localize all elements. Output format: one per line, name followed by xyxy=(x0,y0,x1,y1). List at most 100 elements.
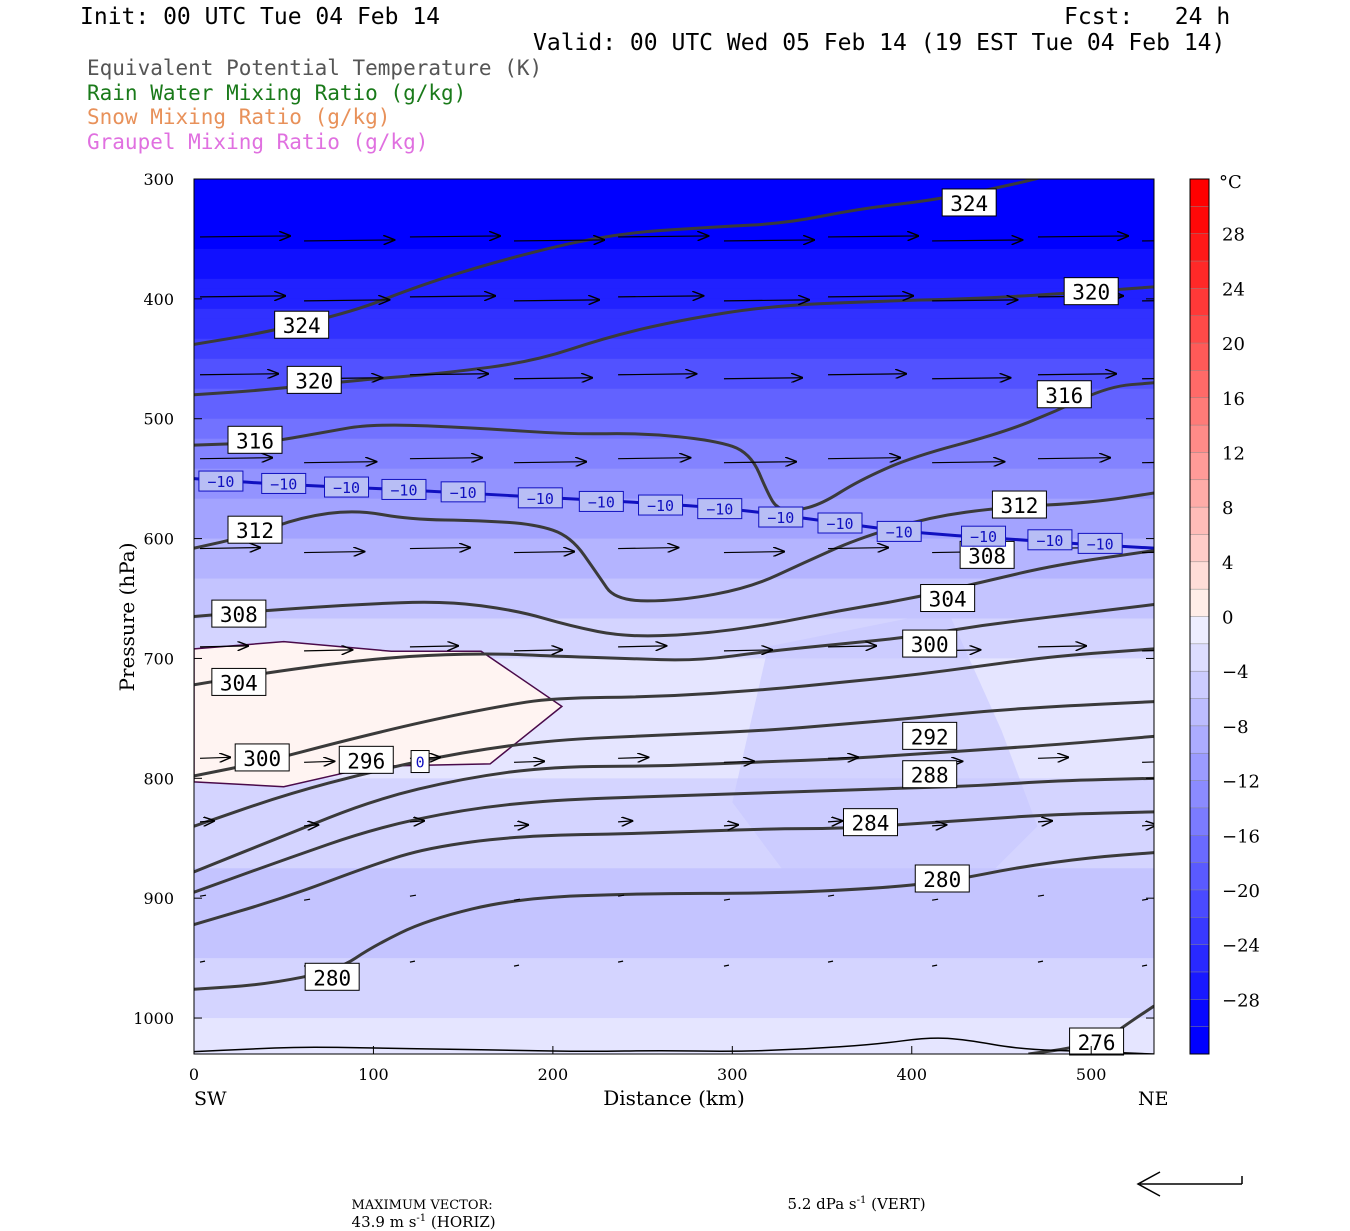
wind-vector xyxy=(932,462,1004,463)
wind-vector xyxy=(723,378,802,379)
colorbar-tick-label: −20 xyxy=(1222,881,1260,902)
contour-label-316: 316 xyxy=(1045,384,1083,408)
isotherm-label-minus10: −10 xyxy=(886,523,913,541)
contour-label-box xyxy=(211,667,267,696)
surface-line xyxy=(194,1037,1154,1054)
contour-label-276: 276 xyxy=(1078,1031,1116,1055)
wind-vector xyxy=(827,960,834,963)
temperature-band xyxy=(194,1036,1154,1043)
wind-vector xyxy=(304,240,394,241)
temperature-band xyxy=(194,598,1154,610)
temperature-band xyxy=(194,528,1154,540)
contour-label-308: 308 xyxy=(220,603,258,627)
y-tick-label: 800 xyxy=(143,769,174,788)
wind-vector xyxy=(828,646,876,647)
temperature-band xyxy=(194,1008,1154,1019)
isotherm-label-minus10: −10 xyxy=(706,501,733,519)
wind-vector xyxy=(304,300,389,301)
colorbar-cell xyxy=(1190,643,1209,672)
temperature-band xyxy=(194,748,1154,759)
colorbar-tick-label: 0 xyxy=(1222,608,1233,629)
colorbar-cell xyxy=(1190,807,1209,836)
colorbar-cell xyxy=(1190,206,1209,235)
temperature-band xyxy=(194,388,1154,400)
max-vector-horiz: 43.9 m s-1 (HORIZ) xyxy=(352,1213,496,1231)
wind-vector xyxy=(514,378,592,379)
temperature-band xyxy=(194,1024,1154,1031)
contour-label-box xyxy=(304,962,360,991)
forecast-hour: Fcst: 24 h xyxy=(1064,4,1231,30)
temperature-band xyxy=(194,438,1154,450)
legend-theta-e: Equivalent Potential Temperature (K) xyxy=(87,56,543,80)
y-tick-label: 500 xyxy=(143,410,174,429)
temperature-band xyxy=(194,978,1154,989)
temperature-band xyxy=(194,928,1154,939)
wind-vector xyxy=(409,894,417,897)
colorbar-cell xyxy=(1190,971,1209,1000)
wind-vector xyxy=(931,964,938,967)
temperature-band xyxy=(194,988,1154,999)
theta-e-contour-300 xyxy=(194,647,1154,778)
wind-vector xyxy=(409,548,470,549)
colorbar-cell xyxy=(1190,507,1209,535)
temperature-band xyxy=(194,408,1154,420)
wind-vector xyxy=(617,894,625,897)
isotherm-label-minus10: −10 xyxy=(333,479,360,497)
max-vector-title: MAXIMUM VECTOR: xyxy=(351,1198,493,1213)
temperature-band xyxy=(194,308,1154,320)
colorbar-tick-label: 8 xyxy=(1222,498,1233,519)
wind-vector xyxy=(409,236,500,237)
colorbar-cell xyxy=(1190,889,1209,918)
wind-vector xyxy=(513,825,528,826)
colorbar-frame xyxy=(1189,178,1210,1055)
contour-label-box xyxy=(1069,1027,1125,1056)
x-axis-label: Distance (km) xyxy=(603,1086,745,1110)
wind-vector xyxy=(1037,894,1045,897)
wind-vector xyxy=(514,552,574,553)
temperature-band xyxy=(194,968,1154,979)
temperature-band xyxy=(194,228,1154,240)
wind-vector xyxy=(1142,551,1154,554)
temperature-band xyxy=(194,448,1154,460)
wind-vector xyxy=(409,646,458,647)
wind-vector xyxy=(1037,646,1086,647)
contour-label-284: 284 xyxy=(852,812,890,836)
vert-exponent: -1 xyxy=(856,1195,867,1206)
colorbar-cell xyxy=(1190,835,1209,864)
temperature-band xyxy=(194,738,1154,749)
temperature-band xyxy=(194,179,1154,190)
wind-vector xyxy=(828,548,888,549)
colorbar-cell xyxy=(1190,315,1209,344)
wind-vector xyxy=(199,374,278,375)
colorbar-cell xyxy=(1190,179,1209,207)
wind-vector xyxy=(409,821,424,822)
temperature-band xyxy=(194,958,1154,969)
temperature-band xyxy=(194,668,1154,680)
zero-label-box xyxy=(410,750,430,774)
wind-vector xyxy=(1142,650,1154,652)
isotherm-label-box xyxy=(324,476,370,498)
colorbar-tick-label: 12 xyxy=(1222,443,1245,464)
wind-vector xyxy=(199,548,260,549)
legend-graupel: Graupel Mixing Ratio (g/kg) xyxy=(87,130,429,154)
wind-vector xyxy=(1037,757,1068,758)
isotherm-label-minus10: −10 xyxy=(647,497,674,515)
isotherm-label-box xyxy=(758,506,804,528)
wind-vector xyxy=(1037,374,1116,375)
colorbar-tick-label: −12 xyxy=(1222,772,1260,793)
init-time: Init: 00 UTC Tue 04 Feb 14 xyxy=(80,4,441,30)
wind-vector xyxy=(513,964,520,967)
y-tick-label: 700 xyxy=(143,649,174,668)
temperature-band xyxy=(194,318,1154,330)
colorbar-tick-label: −28 xyxy=(1222,990,1260,1011)
wind-vector xyxy=(199,821,214,822)
wind-vector xyxy=(304,650,352,651)
wind-vector xyxy=(618,236,708,237)
temperature-band xyxy=(194,858,1154,869)
colorbar-cell xyxy=(1190,534,1209,563)
wind-vector xyxy=(723,650,772,651)
temperature-band xyxy=(194,588,1154,600)
colorbar-tick-label: 20 xyxy=(1222,334,1245,355)
max-vector-vert: 5.2 dPa s-1 (VERT) xyxy=(778,1177,926,1213)
temperature-band xyxy=(194,568,1154,580)
